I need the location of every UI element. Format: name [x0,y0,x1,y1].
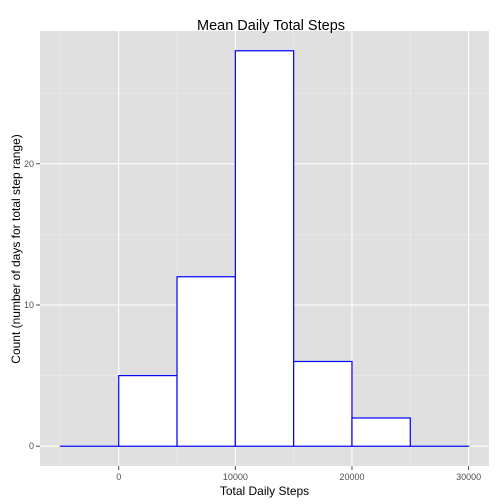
histogram-bar [351,417,411,447]
y-tick-label: 10 [24,300,34,310]
histogram-bar [234,50,295,447]
x-tick-label: 10000 [223,472,248,482]
histogram-bar [118,375,178,447]
x-axis-ticks: 0 10000 20000 30000 [116,466,481,482]
y-tick-label: 0 [29,441,34,451]
x-tick-label: 20000 [339,472,364,482]
y-axis-title: Count (number of days for total step ran… [9,134,23,363]
x-tick-label: 0 [116,472,121,482]
histogram-bar [293,360,353,447]
chart-title: Mean Daily Total Steps [197,18,345,34]
histogram-bars [59,50,470,447]
y-axis-ticks: 0 10 20 [24,159,40,451]
y-tick-label: 20 [24,159,34,169]
x-tick-label: 30000 [456,472,481,482]
x-axis-title: Total Daily Steps [220,484,309,498]
histogram-bar [176,276,236,447]
